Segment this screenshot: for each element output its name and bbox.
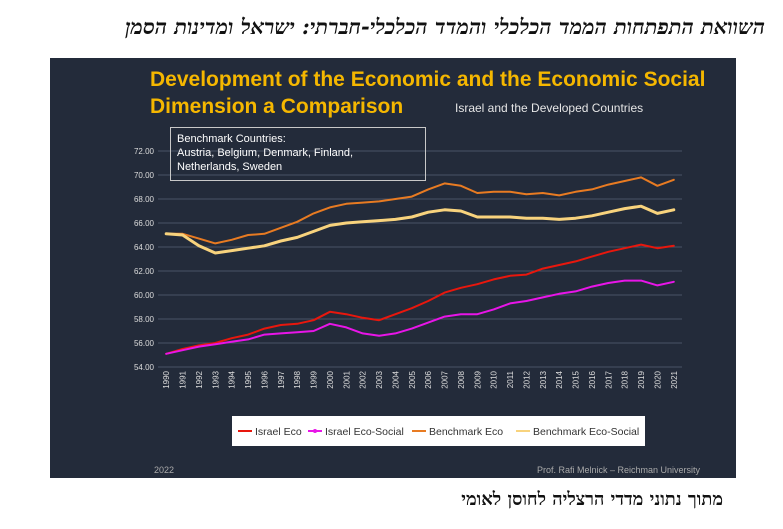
x-tick-label: 1997 <box>277 370 286 388</box>
chart-slide: Development of the Economic and the Econ… <box>50 58 736 478</box>
footer-credit: Prof. Rafi Melnick – Reichman University <box>537 465 700 475</box>
x-tick-label: 1990 <box>162 370 171 388</box>
benchmark-box-line3: Netherlands, Sweden <box>177 160 425 174</box>
x-tick-label: 2010 <box>490 370 499 388</box>
x-tick-label: 1995 <box>244 370 253 388</box>
x-tick-label: 2020 <box>653 370 662 388</box>
series-line <box>166 206 674 253</box>
x-tick-label: 1999 <box>310 370 319 388</box>
x-tick-label: 2009 <box>473 370 482 388</box>
x-tick-label: 1996 <box>260 370 269 388</box>
benchmark-box-line1: Benchmark Countries: <box>177 132 425 146</box>
series-line <box>166 245 674 354</box>
x-tick-label: 2003 <box>375 370 384 388</box>
x-tick-label: 2021 <box>670 370 679 388</box>
x-tick-label: 2006 <box>424 370 433 388</box>
x-tick-label: 2014 <box>555 370 564 388</box>
x-tick-label: 2011 <box>506 370 515 388</box>
legend-label: Benchmark Eco-Social <box>533 426 639 438</box>
y-tick-label: 68.00 <box>134 195 155 204</box>
x-tick-label: 2019 <box>637 370 646 388</box>
series-line <box>166 177 674 243</box>
x-tick-label: 2012 <box>522 370 531 388</box>
legend-label: Benchmark Eco <box>429 426 503 438</box>
y-tick-label: 64.00 <box>134 243 155 252</box>
x-tick-label: 2004 <box>391 370 400 388</box>
x-tick-label: 2007 <box>441 370 450 388</box>
legend-label: Israel Eco <box>255 426 302 438</box>
x-tick-label: 1998 <box>293 370 302 388</box>
x-tick-label: 2013 <box>539 370 548 388</box>
legend-marker <box>313 429 317 433</box>
y-tick-label: 60.00 <box>134 291 155 300</box>
benchmark-box-line2: Austria, Belgium, Denmark, Finland, <box>177 146 425 160</box>
x-tick-label: 2018 <box>621 370 630 388</box>
x-tick-label: 2005 <box>408 370 417 388</box>
footer-year: 2022 <box>154 465 174 475</box>
x-tick-label: 1994 <box>228 370 237 388</box>
x-tick-label: 2000 <box>326 370 335 388</box>
line-chart: 54.00 56.00 58.00 60.00 62.00 64.00 66.00 68.00… <box>50 58 736 478</box>
x-tick-label: 2015 <box>572 370 581 388</box>
x-tick-label: 1991 <box>179 370 188 388</box>
x-tick-label: 2001 <box>342 370 351 388</box>
x-tick-label: 2016 <box>588 370 597 388</box>
y-tick-label: 56.00 <box>134 339 155 348</box>
x-tick-label: 2002 <box>359 370 368 388</box>
y-tick-label: 58.00 <box>134 315 155 324</box>
x-tick-label: 1993 <box>211 370 220 388</box>
x-tick-label: 2017 <box>604 370 613 388</box>
legend-label: Israel Eco-Social <box>325 426 404 438</box>
hebrew-footer: מתוך נתוני מדדי הרצליה לחוסן לאומי <box>0 489 723 510</box>
hebrew-title: השוואת התפתחות הממד הכלכלי והמדד הכלכלי-… <box>0 14 765 40</box>
benchmark-countries-box: Benchmark Countries: Austria, Belgium, D… <box>170 127 426 181</box>
y-tick-label: 62.00 <box>134 267 155 276</box>
x-tick-label: 1992 <box>195 370 204 388</box>
y-tick-label: 54.00 <box>134 363 155 372</box>
y-tick-label: 70.00 <box>134 171 155 180</box>
x-tick-label: 2008 <box>457 370 466 388</box>
y-tick-label: 72.00 <box>134 147 155 156</box>
y-tick-label: 66.00 <box>134 219 155 228</box>
